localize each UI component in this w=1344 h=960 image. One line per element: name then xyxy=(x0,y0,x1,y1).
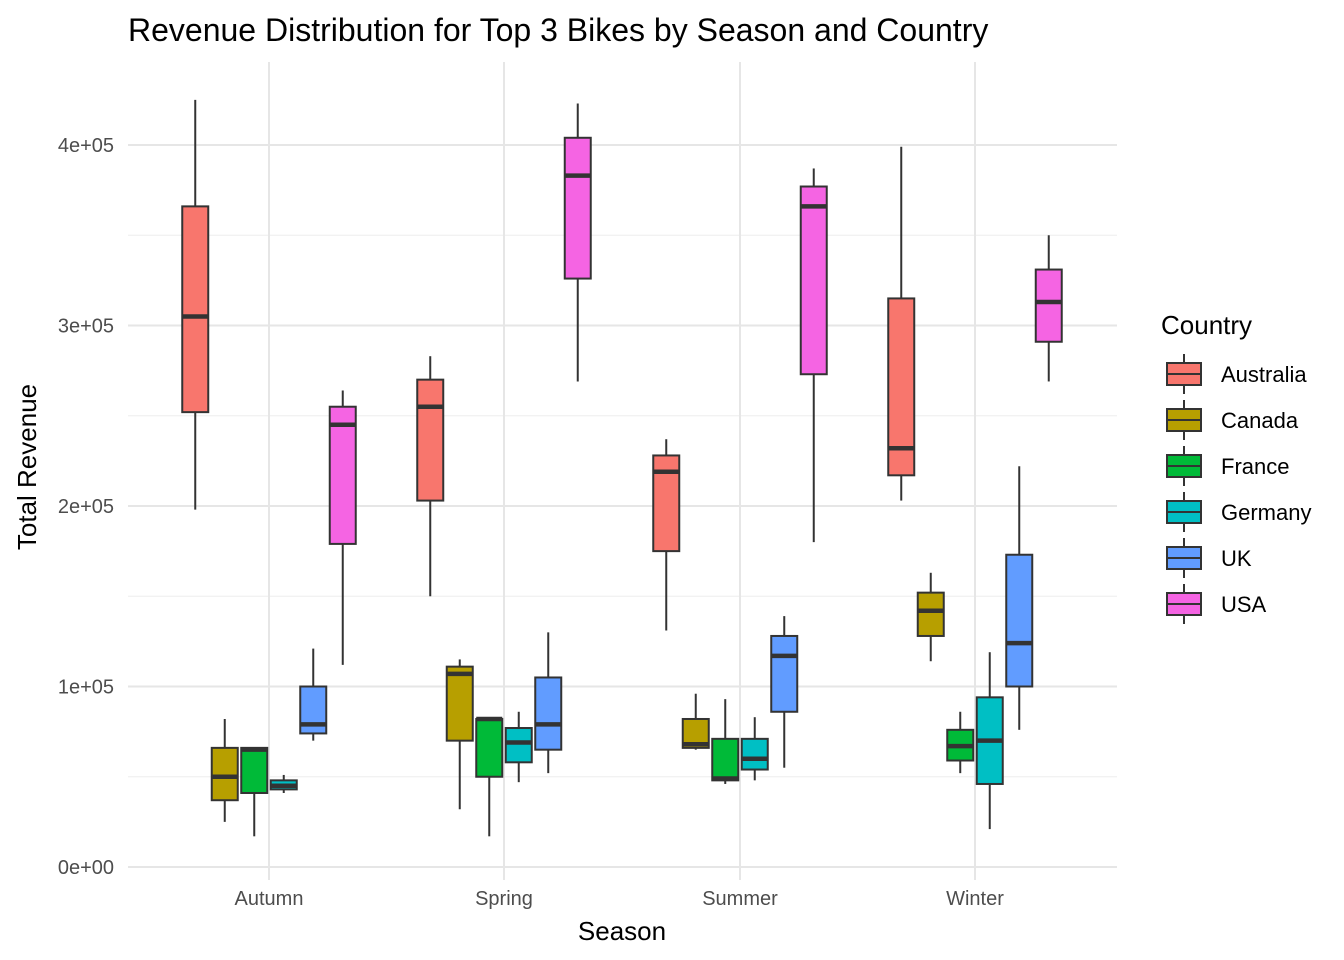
box-body xyxy=(416,378,445,502)
box xyxy=(1034,235,1063,382)
legend-item-usa: USA xyxy=(1166,584,1267,624)
box-body xyxy=(711,737,740,782)
y-tick-label: 2e+05 xyxy=(58,496,114,518)
y-tick-label: 1e+05 xyxy=(58,677,114,699)
box xyxy=(681,693,710,750)
box xyxy=(416,356,445,597)
box xyxy=(240,746,269,837)
legend-item-australia: Australia xyxy=(1166,354,1307,394)
x-tick-label: Autumn xyxy=(235,888,304,910)
box-body xyxy=(210,746,239,802)
box xyxy=(916,572,945,662)
box xyxy=(740,717,769,781)
series-france xyxy=(240,699,975,837)
grid-lines xyxy=(128,62,1117,880)
y-axis-title: Total Revenue xyxy=(12,384,42,550)
plot-area xyxy=(181,99,1063,837)
legend-item-canada: Canada xyxy=(1166,400,1299,440)
legend-item-germany: Germany xyxy=(1166,492,1311,532)
box xyxy=(1005,466,1034,730)
series-canada xyxy=(210,572,945,822)
legend-label: UK xyxy=(1221,546,1252,571)
box xyxy=(887,146,916,501)
box xyxy=(946,711,975,774)
y-tick-label: 0e+00 xyxy=(58,857,114,879)
box-body xyxy=(916,591,945,637)
box xyxy=(210,718,239,822)
box-body xyxy=(770,634,799,713)
y-tick-label: 3e+05 xyxy=(58,316,114,338)
x-tick-label: Spring xyxy=(475,888,533,910)
axes: 0e+00 1e+05 2e+05 3e+05 4e+05 Autumn Spring Sum… xyxy=(58,135,1004,910)
legend-item-uk: UK xyxy=(1166,538,1252,578)
box xyxy=(770,616,799,768)
y-tick-label: 4e+05 xyxy=(58,135,114,157)
legend-label: Canada xyxy=(1221,408,1299,433)
box xyxy=(652,439,681,631)
series-uk xyxy=(299,466,1034,774)
box xyxy=(563,103,592,382)
box-body xyxy=(181,205,210,414)
x-tick-label: Summer xyxy=(702,888,778,910)
x-tick-label: Winter xyxy=(946,888,1004,910)
box xyxy=(799,168,828,543)
chart-title: Revenue Distribution for Top 3 Bikes by … xyxy=(128,12,988,48)
box-body xyxy=(887,297,916,477)
box-body xyxy=(328,405,357,545)
x-axis-title: Season xyxy=(578,916,666,946)
box-body xyxy=(563,136,592,280)
legend: Country Australia Canada France Germany UK US… xyxy=(1161,310,1311,624)
box-body xyxy=(1005,553,1034,688)
box xyxy=(504,711,533,783)
box-body xyxy=(799,185,828,376)
box-body xyxy=(1034,268,1063,343)
box xyxy=(975,652,1004,830)
series-australia xyxy=(181,99,916,631)
box xyxy=(475,716,504,837)
box xyxy=(711,699,740,784)
box xyxy=(269,774,298,793)
box xyxy=(181,99,210,510)
box-body xyxy=(240,746,269,794)
box-body xyxy=(504,727,533,764)
legend-title: Country xyxy=(1161,310,1252,340)
legend-label: USA xyxy=(1221,592,1267,617)
box-body xyxy=(534,676,563,751)
legend-label: Germany xyxy=(1221,500,1311,525)
box-body xyxy=(445,665,474,742)
box xyxy=(328,390,357,665)
legend-item-france: France xyxy=(1166,446,1289,486)
box xyxy=(534,632,563,774)
legend-label: France xyxy=(1221,454,1289,479)
box-body xyxy=(475,717,504,778)
box xyxy=(445,659,474,810)
series-germany xyxy=(269,652,1004,830)
box xyxy=(299,648,328,741)
series-usa xyxy=(328,103,1063,665)
box-body xyxy=(740,737,769,771)
legend-label: Australia xyxy=(1221,362,1307,387)
